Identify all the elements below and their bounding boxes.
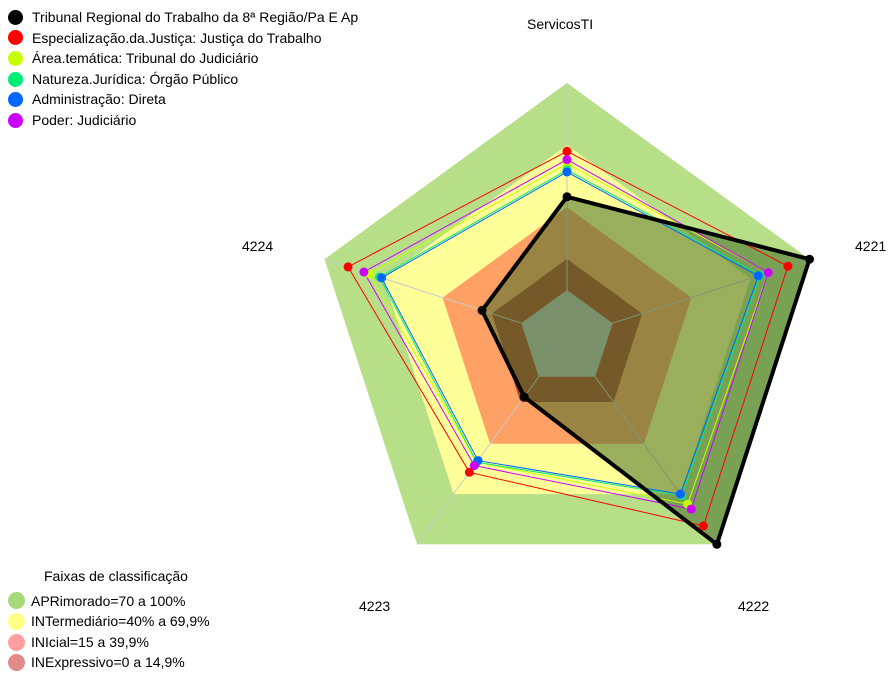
series-5-point-2 bbox=[686, 504, 696, 514]
legend-marker-series-1 bbox=[8, 30, 23, 46]
legend-item-series-0: Tribunal Regional do Trabalho da 8ª Regi… bbox=[8, 7, 358, 28]
series-0-line bbox=[479, 194, 813, 548]
series-1-point-3 bbox=[464, 467, 474, 477]
axis-label-servicosti: ServicosTI bbox=[527, 16, 594, 32]
axis-label-4223: 4223 bbox=[359, 598, 391, 614]
legend-label-series-0: Tribunal Regional do Trabalho da 8ª Regi… bbox=[32, 9, 359, 25]
series-1-point-2 bbox=[699, 521, 708, 531]
band-label-intermediario: INTermediário=40% a 69,9% bbox=[31, 613, 210, 630]
series-5-line bbox=[363, 159, 769, 510]
legend-marker-series-0 bbox=[8, 9, 23, 25]
legend-label-series-3: Natureza.Jurídica: Órgão Público bbox=[32, 70, 239, 87]
band-item-aprimorado: APRimorado=70 a 100% bbox=[8, 591, 210, 612]
band-item-inexpressivo: INExpressivo=0 a 14,9% bbox=[8, 652, 210, 673]
legend-item-series-3: Natureza.Jurídica: Órgão Público bbox=[8, 69, 358, 90]
series-5-point-0 bbox=[562, 155, 572, 165]
axis-label-4222: 4222 bbox=[738, 598, 770, 614]
band-item-inicial: INIcial=15 a 39,9% bbox=[8, 632, 210, 653]
bands-legend: Faixas de classificação APRimorado=70 a … bbox=[8, 566, 210, 673]
legend-item-series-5: Poder: Judiciário bbox=[8, 110, 358, 131]
series-5-point-3 bbox=[469, 461, 479, 471]
series-4-line bbox=[380, 171, 759, 495]
series-lines bbox=[347, 150, 813, 548]
series-0-point-4 bbox=[477, 305, 487, 315]
series-5-point-1 bbox=[763, 268, 773, 278]
series-points bbox=[343, 146, 814, 549]
series-4-point-1 bbox=[753, 271, 763, 281]
series-1-point-4 bbox=[343, 262, 353, 272]
band-item-intermediario: INTermediário=40% a 69,9% bbox=[8, 611, 210, 632]
legend-marker-series-5 bbox=[8, 112, 23, 128]
series-4-point-2 bbox=[675, 489, 685, 499]
legend-marker-series-3 bbox=[8, 71, 23, 87]
band-marker-inexpressivo bbox=[8, 654, 25, 672]
series-0-point-2 bbox=[712, 539, 722, 549]
series-1-point-1 bbox=[783, 261, 793, 271]
series-1-point-0 bbox=[562, 146, 572, 156]
band-label-inicial: INIcial=15 a 39,9% bbox=[31, 633, 149, 650]
series-4-point-4 bbox=[377, 273, 387, 283]
legend-item-series-2: Área.temática: Tribunal do Judiciário bbox=[8, 48, 358, 69]
legend-label-series-1: Especialização.da.Justiça: Justiça do Tr… bbox=[32, 29, 322, 46]
band-marker-intermediario bbox=[8, 612, 25, 630]
axis-label-4221: 4221 bbox=[855, 238, 887, 254]
legend-marker-series-4 bbox=[8, 92, 23, 108]
legend-label-series-2: Área.temática: Tribunal do Judiciário bbox=[32, 50, 259, 67]
legend-label-series-4: Administração: Direta bbox=[32, 91, 166, 108]
series-legend: Tribunal Regional do Trabalho da 8ª Regi… bbox=[8, 7, 358, 131]
band-label-aprimorado: APRimorado=70 a 100% bbox=[31, 592, 186, 609]
series-0-fill bbox=[482, 196, 810, 545]
band-marker-aprimorado bbox=[8, 592, 25, 610]
band-marker-inicial bbox=[8, 633, 25, 651]
series-5-point-4 bbox=[359, 267, 369, 277]
bands-legend-title: Faixas de classificação bbox=[44, 568, 188, 584]
legend-marker-series-2 bbox=[8, 50, 23, 66]
legend-label-series-5: Poder: Judiciário bbox=[32, 111, 137, 128]
axis-label-4224: 4224 bbox=[242, 238, 274, 254]
series-1-line bbox=[347, 150, 789, 527]
series-3-line bbox=[378, 169, 761, 497]
legend-item-series-1: Especialização.da.Justiça: Justiça do Tr… bbox=[8, 28, 358, 49]
legend-item-series-4: Administração: Direta bbox=[8, 89, 358, 110]
series-2-line bbox=[369, 163, 769, 505]
series-0-point-0 bbox=[562, 192, 572, 202]
series-0-point-1 bbox=[805, 254, 814, 264]
highlight-area bbox=[482, 196, 810, 545]
band-label-inexpressivo: INExpressivo=0 a 14,9% bbox=[31, 654, 185, 671]
series-0-point-3 bbox=[519, 392, 529, 402]
series-4-point-0 bbox=[562, 167, 572, 177]
